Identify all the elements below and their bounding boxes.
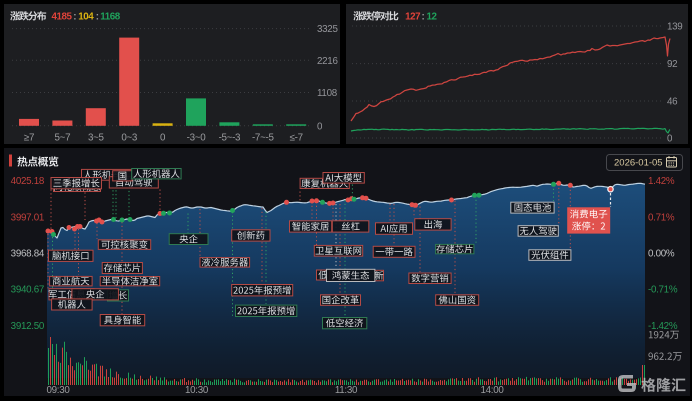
svg-text:4185: 4185 bbox=[52, 12, 73, 23]
svg-text:2216: 2216 bbox=[317, 56, 338, 67]
svg-text:3940.67: 3940.67 bbox=[11, 285, 44, 296]
svg-text:11:30: 11:30 bbox=[335, 385, 358, 396]
svg-text:-3~0: -3~0 bbox=[187, 133, 207, 144]
svg-text::: : bbox=[73, 12, 76, 23]
svg-text:3968.84: 3968.84 bbox=[11, 249, 45, 260]
svg-text:3997.01: 3997.01 bbox=[11, 213, 44, 224]
svg-text:0.71%: 0.71% bbox=[648, 213, 675, 224]
svg-text:1.42%: 1.42% bbox=[648, 176, 675, 187]
svg-text:≥7: ≥7 bbox=[24, 133, 34, 144]
svg-text:-7~-5: -7~-5 bbox=[252, 133, 274, 144]
svg-text:1168: 1168 bbox=[100, 12, 120, 23]
svg-text:3~5: 3~5 bbox=[88, 133, 105, 144]
svg-text:0: 0 bbox=[667, 134, 673, 145]
svg-text:-5~-3: -5~-3 bbox=[219, 133, 241, 144]
svg-text:0~3: 0~3 bbox=[121, 133, 138, 144]
svg-text:3912.50: 3912.50 bbox=[11, 321, 45, 332]
svg-text:-0.71%: -0.71% bbox=[648, 285, 678, 296]
svg-text:≤-7: ≤-7 bbox=[290, 133, 303, 144]
svg-text:5~7: 5~7 bbox=[55, 133, 71, 144]
svg-text:104: 104 bbox=[78, 12, 94, 23]
svg-text::: : bbox=[422, 12, 425, 23]
svg-text:2026-01-05: 2026-01-05 bbox=[614, 158, 663, 169]
svg-text::: : bbox=[96, 12, 99, 23]
svg-text:-1.42%: -1.42% bbox=[648, 321, 678, 332]
svg-text:1108: 1108 bbox=[317, 88, 338, 99]
svg-text:10:30: 10:30 bbox=[185, 385, 209, 396]
svg-text:46: 46 bbox=[667, 97, 678, 108]
svg-text:139: 139 bbox=[667, 22, 682, 33]
svg-text:92: 92 bbox=[667, 59, 677, 70]
svg-text:127: 127 bbox=[405, 12, 421, 23]
svg-text:0.00%: 0.00% bbox=[648, 249, 675, 260]
svg-text:09:30: 09:30 bbox=[46, 385, 70, 396]
svg-text:12: 12 bbox=[427, 12, 438, 23]
svg-text:0: 0 bbox=[317, 121, 323, 132]
svg-text:14:00: 14:00 bbox=[480, 385, 504, 396]
svg-text:4025.18: 4025.18 bbox=[11, 176, 45, 187]
svg-text:0: 0 bbox=[160, 133, 166, 144]
svg-text:3325: 3325 bbox=[317, 24, 338, 35]
